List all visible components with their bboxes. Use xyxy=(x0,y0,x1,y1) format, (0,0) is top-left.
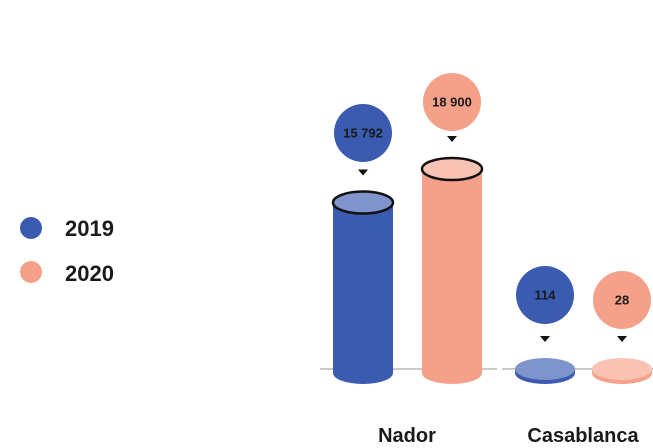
value-bubble xyxy=(516,266,574,324)
pointer-icon xyxy=(358,169,368,176)
legend: 2019 2020 xyxy=(20,216,114,286)
bar-2019-nador: 15 792 xyxy=(331,104,395,384)
data-label: 15 792 xyxy=(343,126,383,141)
bar-body xyxy=(333,202,393,384)
bar-2019-casablanca: 114 xyxy=(515,266,575,384)
pointer-icon xyxy=(617,336,627,342)
pointer-icon xyxy=(447,136,457,142)
bar-top xyxy=(515,358,575,380)
pointer-icon xyxy=(540,336,550,342)
bar-2020-nador: 18 900 xyxy=(420,73,484,384)
legend-dot-2020 xyxy=(20,261,42,283)
bar-top xyxy=(331,190,395,215)
bar-top xyxy=(420,156,484,182)
legend-label-2019: 2019 xyxy=(65,216,114,241)
value-bubble xyxy=(593,271,651,329)
category-label-nador: Nador xyxy=(378,425,436,447)
legend-dot-2019 xyxy=(20,217,42,239)
bars: 15 792 18 900 114 28 xyxy=(331,73,652,384)
bar-top xyxy=(592,358,652,380)
value-bubble xyxy=(334,104,392,162)
data-label: 28 xyxy=(615,293,629,308)
legend-label-2020: 2020 xyxy=(65,261,114,286)
data-label: 18 900 xyxy=(432,95,472,110)
bar-body xyxy=(422,169,482,384)
value-bubble xyxy=(423,73,481,131)
category-label-casablanca: Casablanca xyxy=(527,425,639,447)
data-label: 114 xyxy=(535,288,557,303)
bar-2020-casablanca: 28 xyxy=(592,271,652,384)
